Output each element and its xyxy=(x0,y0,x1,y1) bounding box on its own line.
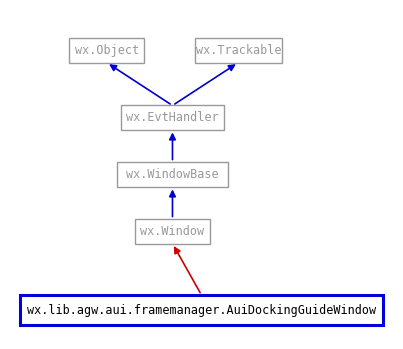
Text: wx.Object: wx.Object xyxy=(75,44,139,57)
FancyBboxPatch shape xyxy=(135,220,210,244)
FancyBboxPatch shape xyxy=(69,38,144,62)
Text: wx.WindowBase: wx.WindowBase xyxy=(126,168,219,181)
FancyBboxPatch shape xyxy=(20,295,383,325)
Text: wx.Trackable: wx.Trackable xyxy=(195,44,281,57)
Text: wx.Window: wx.Window xyxy=(140,225,205,238)
FancyBboxPatch shape xyxy=(195,38,282,62)
Text: wx.EvtHandler: wx.EvtHandler xyxy=(126,111,219,124)
FancyBboxPatch shape xyxy=(121,105,224,129)
Text: wx.lib.agw.aui.framemanager.AuiDockingGuideWindow: wx.lib.agw.aui.framemanager.AuiDockingGu… xyxy=(27,304,376,317)
FancyBboxPatch shape xyxy=(117,162,228,187)
